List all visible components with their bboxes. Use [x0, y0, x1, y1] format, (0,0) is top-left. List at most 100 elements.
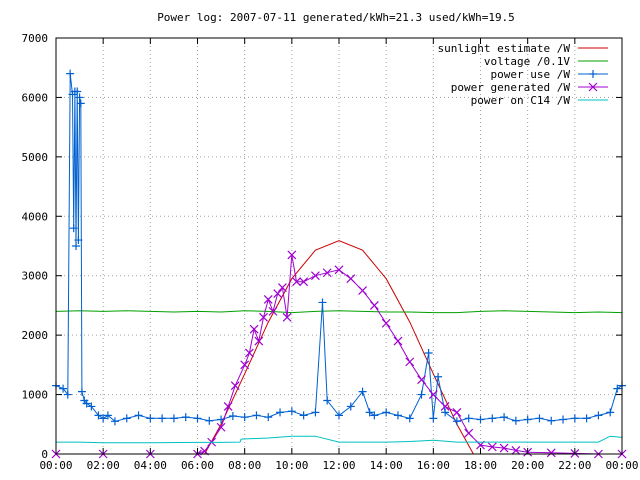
data-point-2 [205, 416, 214, 425]
x-tick-label: 00:00 [605, 459, 638, 472]
data-point-2 [323, 396, 332, 405]
data-point-3 [452, 407, 462, 417]
data-point-3 [487, 442, 497, 452]
data-point-3 [230, 381, 240, 391]
data-point-2 [535, 414, 544, 423]
data-point-2 [559, 415, 568, 424]
data-point-2 [547, 416, 556, 425]
chart-title: Power log: 2007-07-11 generated/kWh=21.3… [157, 11, 515, 24]
data-point-2 [370, 411, 379, 420]
data-point-2 [606, 408, 615, 417]
data-point-3 [259, 312, 268, 322]
data-point-2 [429, 414, 438, 423]
data-point-2 [75, 93, 84, 102]
y-tick-label: 0 [41, 448, 48, 461]
data-point-2 [464, 414, 473, 423]
x-tick-label: 18:00 [464, 459, 497, 472]
x-tick-label: 12:00 [322, 459, 355, 472]
data-point-3 [223, 402, 233, 411]
data-point-3 [417, 375, 426, 385]
legend-marker [588, 82, 598, 92]
data-point-2 [59, 384, 68, 393]
data-point-2 [110, 417, 119, 426]
y-tick-label: 6000 [22, 91, 49, 104]
data-point-2 [77, 387, 86, 396]
data-point-2 [613, 384, 622, 393]
x-tick-label: 04:00 [134, 459, 167, 472]
data-point-2 [82, 399, 91, 408]
data-point-3 [273, 289, 283, 298]
series-line-4 [56, 435, 623, 444]
data-point-2 [405, 414, 414, 423]
data-point-2 [66, 69, 75, 78]
data-point-2 [299, 411, 308, 420]
data-point-2 [346, 402, 355, 411]
data-point-2 [87, 402, 96, 411]
x-tick-label: 08:00 [228, 459, 261, 472]
legend-label: power use /W [491, 68, 571, 81]
data-point-2 [318, 298, 327, 307]
grid [56, 38, 622, 454]
data-point-2 [134, 411, 143, 420]
data-point-2 [488, 414, 497, 423]
data-point-2 [252, 411, 261, 420]
x-tick-label: 02:00 [87, 459, 120, 472]
data-point-3 [263, 295, 273, 304]
data-point-2 [146, 414, 155, 423]
data-point-2 [335, 411, 343, 420]
data-point-3 [499, 443, 509, 453]
data-point-3 [440, 402, 450, 411]
data-point-2 [500, 413, 509, 422]
data-point-2 [276, 408, 285, 417]
series-layer [51, 69, 627, 459]
y-tick-label: 5000 [22, 151, 49, 164]
y-tick-label: 1000 [22, 389, 49, 402]
x-tick-label: 16:00 [417, 459, 450, 472]
data-point-2 [311, 408, 320, 417]
data-point-2 [393, 411, 402, 420]
y-tick-label: 4000 [22, 210, 49, 223]
data-point-2 [193, 414, 202, 423]
data-point-2 [382, 408, 391, 417]
data-point-3 [369, 301, 379, 310]
data-point-3 [292, 277, 301, 287]
data-point-3 [322, 268, 332, 278]
data-point-2 [63, 390, 72, 399]
x-tick-label: 20:00 [511, 459, 544, 472]
series-3 [51, 250, 627, 459]
data-point-3 [334, 265, 344, 275]
data-point-2 [264, 413, 273, 422]
data-point-2 [365, 408, 374, 417]
legend-label: power generated /W [451, 81, 571, 94]
series-2 [52, 69, 626, 426]
series-line-0 [204, 240, 474, 455]
data-point-2 [287, 407, 296, 416]
data-point-2 [582, 414, 591, 423]
data-point-2 [158, 414, 167, 423]
data-point-3 [393, 336, 403, 346]
data-point-2 [523, 415, 532, 424]
x-tick-label: 10:00 [275, 459, 308, 472]
data-point-2 [103, 411, 112, 420]
data-point-2 [74, 236, 83, 245]
y-tick-label: 7000 [22, 32, 49, 45]
legend-label: voltage /0.1V [484, 55, 570, 68]
data-point-2 [358, 387, 367, 396]
data-point-2 [99, 414, 108, 423]
data-point-2 [594, 411, 603, 420]
data-point-2 [452, 417, 461, 426]
series-line-1 [55, 310, 623, 314]
data-point-2 [181, 413, 190, 422]
data-point-3 [358, 286, 368, 295]
data-point-2 [417, 390, 426, 399]
data-point-2 [240, 413, 249, 422]
legend-label: sunlight estimate /W [438, 42, 571, 55]
data-point-2 [72, 242, 81, 250]
data-point-2 [73, 87, 82, 96]
data-point-2 [94, 411, 103, 420]
data-point-2 [228, 411, 237, 420]
series-1 [55, 310, 623, 314]
data-point-3 [244, 348, 254, 358]
